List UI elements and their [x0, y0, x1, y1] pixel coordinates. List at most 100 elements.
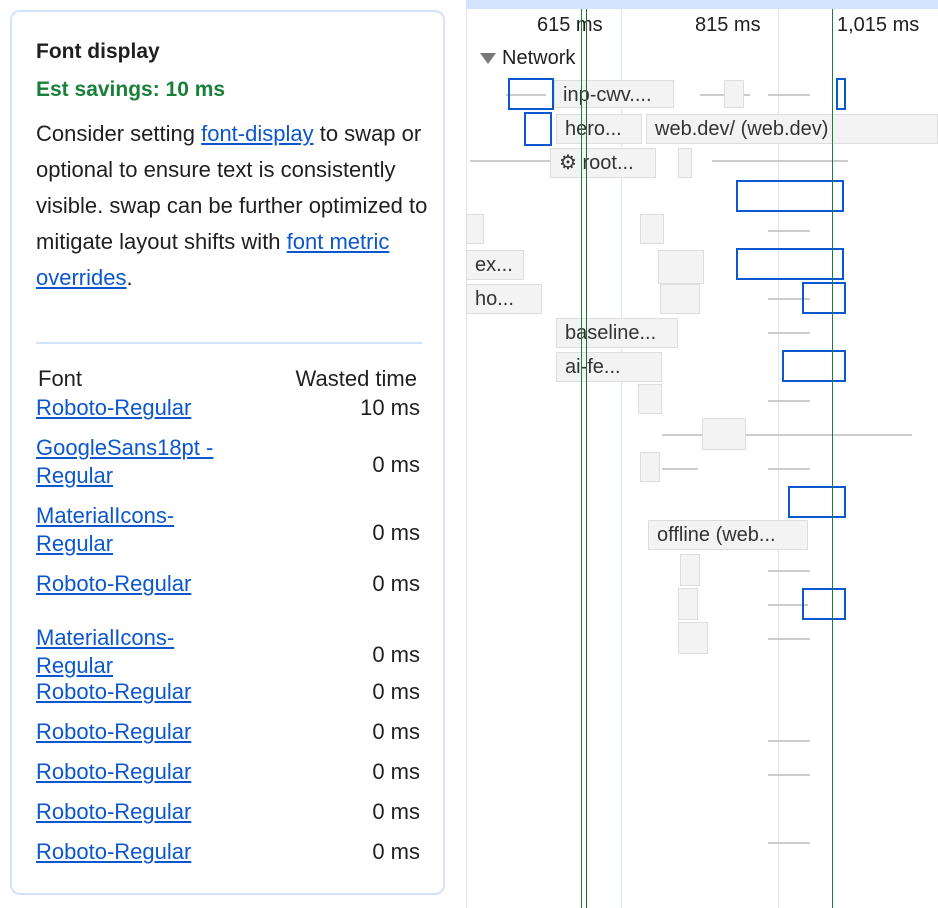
wasted-time: 0 ms	[372, 759, 420, 784]
table-row: Roboto-Regular 0 ms	[36, 798, 420, 826]
wasted-time: 0 ms	[372, 452, 420, 477]
font-link[interactable]: GoogleSans18pt -Regular	[36, 435, 214, 488]
font-metric-overrides-link[interactable]: font metric overrides	[36, 229, 390, 290]
network-request-bar[interactable]: inp-cwv....	[554, 80, 674, 108]
font-link[interactable]: Roboto-Regular	[36, 719, 192, 744]
network-request-bar[interactable]	[638, 384, 662, 414]
table-row: Roboto-Regular 0 ms	[36, 678, 420, 706]
network-request-bar[interactable]: ai-fe...	[556, 352, 662, 382]
network-request-bar[interactable]	[658, 250, 704, 284]
request-whisker	[768, 604, 808, 606]
table-row: GoogleSans18pt -Regular 0 ms	[36, 434, 420, 496]
timing-marker-line	[832, 9, 833, 908]
font-link[interactable]: Roboto-Regular	[36, 759, 192, 784]
gridline	[621, 9, 622, 908]
table-row: Roboto-Regular 0 ms	[36, 570, 420, 598]
network-request-bar[interactable]: baseline...	[556, 318, 678, 348]
estimated-savings: Est savings: 10 ms	[36, 78, 226, 101]
network-request-bar[interactable]	[678, 588, 698, 620]
request-whisker	[768, 570, 810, 572]
font-link[interactable]: MaterialIcons- Regular	[36, 503, 175, 556]
gridline	[778, 9, 779, 908]
divider	[36, 342, 422, 344]
table-row: MaterialIcons- Regular 0 ms	[36, 502, 420, 564]
network-request-bar[interactable]	[466, 214, 484, 244]
request-whisker	[662, 468, 698, 470]
font-link[interactable]: Roboto-Regular	[36, 395, 192, 420]
font-link[interactable]: Roboto-Regular	[36, 839, 192, 864]
selected-request-outline[interactable]	[736, 248, 844, 280]
desc-text: .	[126, 265, 133, 290]
selected-request-outline[interactable]	[802, 282, 846, 314]
selected-request-outline[interactable]	[736, 180, 844, 212]
network-request-bar[interactable]: ex...	[466, 250, 524, 280]
selected-request-outline[interactable]	[782, 350, 846, 382]
selected-request-outline[interactable]	[802, 588, 846, 620]
selected-request-outline[interactable]	[508, 78, 554, 110]
request-whisker	[768, 638, 810, 640]
wasted-time: 0 ms	[372, 571, 420, 596]
network-request-bar[interactable]	[680, 554, 700, 586]
font-link[interactable]: Roboto-Regular	[36, 571, 192, 596]
wasted-time: 0 ms	[372, 679, 420, 704]
timeline-overview-strip[interactable]	[466, 0, 938, 9]
wasted-time: 0 ms	[372, 642, 420, 667]
font-link[interactable]: MaterialIcons- Regular	[36, 625, 175, 678]
track-label: Network	[502, 47, 576, 69]
network-request-bar[interactable]: ho...	[466, 284, 542, 314]
font-link[interactable]: Roboto-Regular	[36, 799, 192, 824]
selected-request-outline[interactable]	[788, 486, 846, 518]
network-request-bar[interactable]: web.dev/ (web.dev)	[646, 114, 938, 144]
font-display-link[interactable]: font-display	[201, 121, 314, 146]
request-whisker	[768, 298, 810, 300]
selected-request-outline[interactable]	[836, 78, 846, 110]
column-header-wasted-time: Wasted time	[295, 366, 417, 391]
network-track-header[interactable]: Network	[480, 47, 575, 70]
audit-description: Consider setting font-display to swap or…	[36, 116, 431, 296]
table-row: Roboto-Regular 0 ms	[36, 718, 420, 746]
request-whisker	[768, 94, 810, 96]
network-request-bar[interactable]	[640, 214, 664, 244]
request-whisker	[662, 434, 912, 436]
font-link[interactable]: Roboto-Regular	[36, 679, 192, 704]
font-display-audit-card: Font display Est savings: 10 ms Consider…	[10, 10, 445, 895]
time-tick: 1,015 ms	[837, 14, 920, 36]
timing-marker-line	[586, 9, 587, 908]
selected-request-outline[interactable]	[524, 112, 552, 146]
table-row: Roboto-Regular 0 ms	[36, 758, 420, 786]
request-whisker	[768, 230, 810, 232]
performance-timeline[interactable]: 615 ms 815 ms 1,015 ms Network inp-cwv..…	[466, 0, 938, 908]
network-request-bar[interactable]: offline (web...	[648, 520, 808, 550]
table-row: Roboto-Regular 0 ms	[36, 838, 420, 866]
wasted-time: 0 ms	[372, 839, 420, 864]
wasted-time: 0 ms	[372, 799, 420, 824]
request-whisker	[768, 468, 810, 470]
table-row: Roboto-Regular 10 ms	[36, 394, 420, 422]
time-tick: 615 ms	[537, 14, 603, 36]
desc-text: Consider setting	[36, 121, 202, 146]
network-request-bar[interactable]: ⚙ root...	[550, 148, 656, 178]
desc-text: to swap or optional to ensure text is co…	[36, 121, 428, 254]
request-whisker	[768, 842, 810, 844]
network-request-bar[interactable]	[702, 418, 746, 450]
network-request-bar[interactable]	[678, 148, 692, 178]
network-request-bar[interactable]: hero...	[556, 114, 642, 144]
table-row: MaterialIcons- Regular 0 ms	[36, 624, 420, 686]
wasted-time: 0 ms	[372, 719, 420, 744]
request-whisker	[768, 774, 810, 776]
wasted-time: 0 ms	[372, 520, 420, 545]
network-request-bar[interactable]	[640, 452, 660, 482]
request-whisker	[768, 332, 810, 334]
network-request-bar[interactable]	[724, 80, 744, 108]
request-whisker	[712, 160, 848, 162]
network-request-bar[interactable]	[660, 284, 700, 314]
gridline	[466, 9, 467, 908]
request-whisker	[768, 740, 810, 742]
collapse-triangle-icon[interactable]	[480, 53, 496, 64]
request-whisker	[470, 160, 550, 162]
audit-title: Font display	[36, 40, 160, 63]
request-whisker	[506, 94, 546, 96]
column-header-font: Font	[38, 366, 83, 391]
timing-marker-line	[581, 9, 582, 908]
network-request-bar[interactable]	[678, 622, 708, 654]
